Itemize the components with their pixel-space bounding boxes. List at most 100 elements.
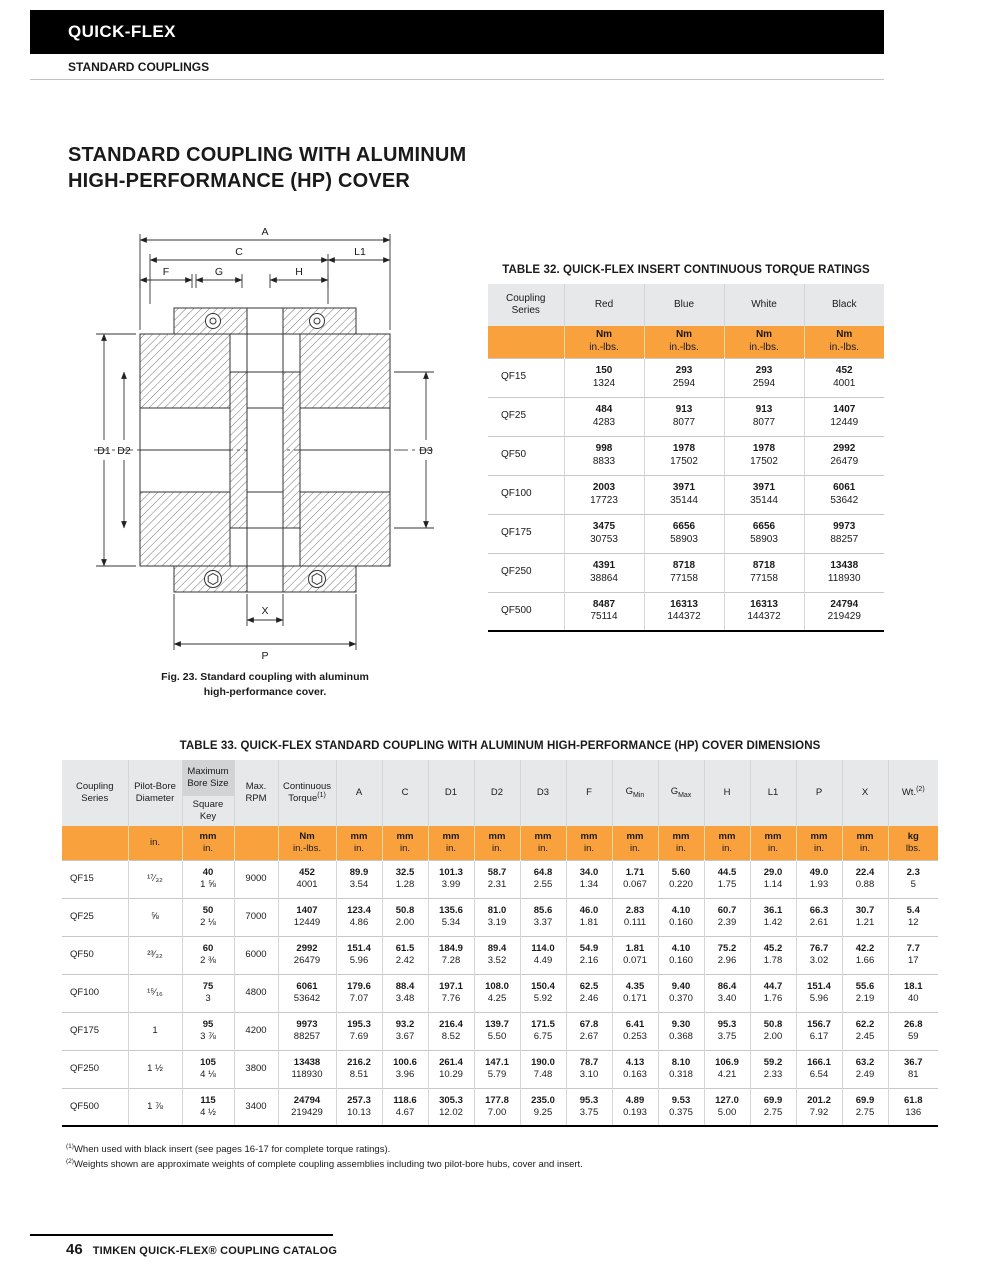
imperial-value: in.-lbs. [293, 842, 321, 854]
imperial-value: 2.39 [717, 917, 737, 928]
torque-value-cell: 6656 58903 [723, 513, 804, 553]
dim-label-f: F [163, 266, 169, 278]
imperial-value: 3.67 [395, 1031, 415, 1042]
pilot-bore-cell: 1 ⅞ [127, 1087, 182, 1126]
metric-value: 201.2 [807, 1094, 831, 1106]
dim-units-cell: mm in. [335, 826, 382, 860]
metric-value: 88.4 [395, 981, 415, 993]
metric-value: 114.0 [531, 943, 555, 955]
series-cell: QF50 [488, 435, 564, 475]
metric-value: 100.6 [393, 1057, 417, 1069]
torque-cell: 1407 12449 [277, 897, 336, 936]
imperial-value: 1.66 [855, 955, 875, 966]
dimension-cell: 4.10 0.160 [657, 897, 704, 936]
dimension-cell: 93.2 3.67 [381, 1011, 428, 1050]
bore-size-cell: 75 3 [181, 973, 234, 1012]
pilot-bore-cell: ¹⁵⁄₁₆ [127, 973, 182, 1012]
imperial-value: 88257 [830, 533, 859, 545]
bore-upper-left [139, 407, 231, 451]
bore-lower-left [139, 449, 231, 493]
metric-value: 216.4 [439, 1019, 463, 1031]
imperial-value: 0.220 [669, 879, 693, 890]
imperial-value: 4283 [592, 416, 616, 428]
dimension-cell: 81.0 3.19 [473, 897, 520, 936]
imperial-value: 8.51 [349, 1069, 369, 1080]
dimension-cell: 108.0 4.25 [473, 973, 520, 1012]
metric-value: 4.35 [625, 981, 645, 993]
weight-cell: 2.3 5 [887, 859, 938, 898]
imperial-value: 17 [907, 955, 919, 966]
dimension-cell: 62.5 2.46 [565, 973, 612, 1012]
imperial-value: 118930 [827, 572, 861, 584]
insert-right [282, 371, 301, 529]
pilot-bore-cell: 1 ½ [127, 1049, 182, 1088]
imperial-value: 0.163 [623, 1069, 647, 1080]
metric-value: 89.9 [349, 867, 369, 879]
torque-value-cell: 16313 144372 [723, 591, 804, 631]
metric-value: 26.8 [904, 1019, 923, 1031]
imperial-value: 7.48 [533, 1069, 553, 1080]
imperial-value: 58903 [750, 533, 778, 545]
weight-cell: 61.8 136 [887, 1087, 938, 1126]
torque-cell: 452 4001 [277, 859, 336, 898]
max-rpm-cell: 9000 [233, 859, 278, 898]
metric-value: 58.7 [487, 867, 507, 879]
metric-value: 105 [200, 1057, 216, 1069]
imperial-value: 1.81 [579, 917, 599, 928]
series-cell: QF175 [488, 513, 564, 553]
dimension-cell: 2.83 0.111 [611, 897, 658, 936]
imperial-value: in. [491, 842, 503, 854]
metric-value: 67.8 [579, 1019, 599, 1031]
series-cell: QF250 [62, 1049, 128, 1088]
torque-units-cell: Nm in.-lbs. [723, 326, 804, 358]
imperial-value: 2.75 [855, 1106, 875, 1118]
imperial-value: 5.92 [533, 993, 553, 1004]
dimension-cell: 29.0 1.14 [749, 859, 796, 898]
dim-units-rpm [233, 826, 278, 860]
footnote-1: (1)When used with black insert (see page… [66, 1142, 938, 1157]
dimension-cell: 235.0 9.25 [519, 1087, 566, 1126]
footer-rule [30, 1234, 333, 1236]
torque-cell: 13438 118930 [277, 1049, 336, 1088]
imperial-value: 0.88 [855, 879, 875, 890]
metric-value: 16313 [670, 598, 698, 610]
dimensions-row: QF100 ¹⁵⁄₁₆ 75 3 4800 6061 53642 179.6 7.07 88.4 3… [62, 973, 938, 1012]
dimension-cell: 195.3 7.69 [335, 1011, 382, 1050]
metric-value: 1407 [296, 905, 318, 917]
torque-value-cell: 8718 77158 [643, 552, 724, 592]
weight-cell: 36.7 81 [887, 1049, 938, 1088]
imperial-value: 2.96 [717, 955, 737, 966]
metric-value: 4391 [592, 560, 616, 571]
imperial-value: 0.160 [669, 917, 693, 928]
imperial-value: in.-lbs. [669, 341, 699, 353]
dimension-cell: 50.8 2.00 [381, 897, 428, 936]
metric-value: 93.2 [395, 1019, 415, 1031]
imperial-value: 75114 [590, 611, 618, 623]
page-title: STANDARD COUPLING WITH ALUMINUM HIGH-PER… [68, 142, 466, 194]
torque-value-cell: 2992 26479 [803, 435, 884, 475]
metric-value: 8718 [752, 560, 776, 571]
metric-value: 95 [202, 1019, 214, 1031]
imperial-value: 3 [205, 993, 211, 1004]
imperial-value: 2594 [672, 377, 696, 389]
bore-size-cell: 115 4 ½ [181, 1087, 234, 1126]
metric-value: 8718 [672, 560, 696, 571]
dimension-cell: 30.7 1.21 [841, 897, 888, 936]
dim-header-rpm: Max. RPM [233, 760, 278, 826]
torque-row: QF500 8487 75114 16313 144372 16313 144372 2479… [488, 591, 884, 631]
metric-value: 89.4 [487, 943, 507, 955]
imperial-value: in. [859, 842, 871, 854]
series-cell: QF25 [488, 396, 564, 436]
torque-row: QF250 4391 38864 8718 77158 8718 77158 13438 118… [488, 552, 884, 592]
bolts [204, 313, 326, 588]
imperial-value: 38864 [590, 572, 618, 584]
dimension-cell: 88.4 3.48 [381, 973, 428, 1012]
torque-cell: 6061 53642 [277, 973, 336, 1012]
dimension-cell: 4.10 0.160 [657, 935, 704, 974]
imperial-value: 77158 [670, 572, 698, 584]
imperial-value: 0.111 [623, 917, 647, 928]
metric-value: 36.7 [904, 1057, 923, 1069]
imperial-value: 1 ⅝ [200, 879, 216, 890]
imperial-value: 136 [905, 1106, 922, 1118]
imperial-value: 53642 [830, 494, 859, 506]
